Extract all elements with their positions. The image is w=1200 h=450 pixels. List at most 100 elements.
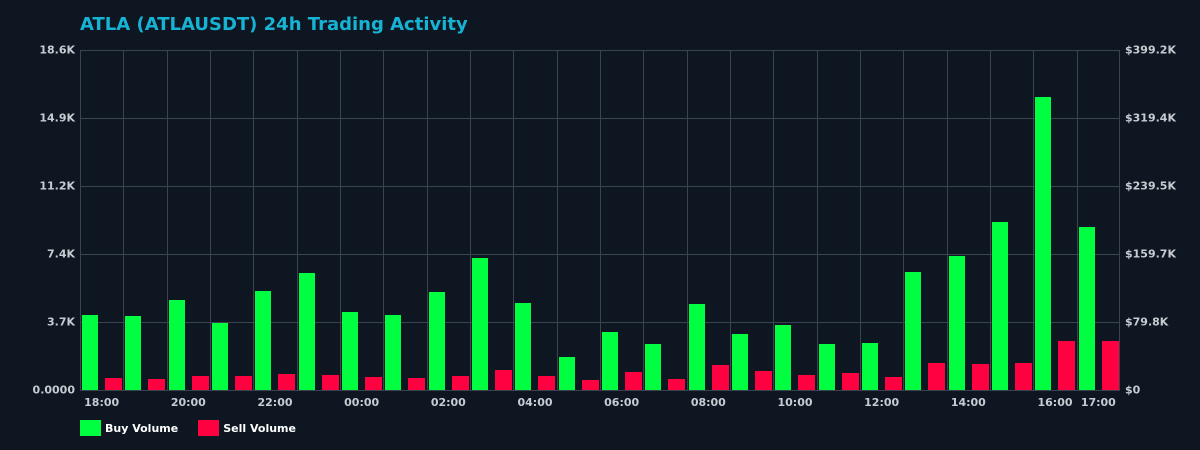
sell-volume-bar[interactable] <box>1102 341 1119 390</box>
x-axis-tick-label: 06:00 <box>604 396 640 409</box>
buy-volume-bar[interactable] <box>949 256 965 390</box>
sell-volume-bar[interactable] <box>582 380 599 390</box>
gridline-vertical <box>167 50 168 390</box>
sell-volume-bar[interactable] <box>365 377 382 390</box>
left-axis-tick-label: 14.9K <box>39 111 75 125</box>
right-axis-tick-label: $159.7K <box>1125 247 1176 261</box>
legend: Buy Volume Sell Volume <box>80 420 316 436</box>
gridline-vertical <box>427 50 428 390</box>
sell-volume-swatch <box>198 420 220 436</box>
sell-volume-bar[interactable] <box>192 376 209 390</box>
gridline-vertical <box>1077 50 1078 390</box>
sell-volume-bar[interactable] <box>105 378 122 390</box>
buy-volume-bar[interactable] <box>472 258 488 390</box>
buy-volume-bar[interactable] <box>819 344 835 390</box>
sell-volume-bar[interactable] <box>798 375 815 390</box>
buy-volume-bar[interactable] <box>689 304 705 390</box>
gridline-vertical <box>687 50 688 390</box>
buy-volume-bar[interactable] <box>429 292 445 390</box>
buy-volume-bar[interactable] <box>125 316 141 390</box>
right-axis-tick-label: $0 <box>1125 383 1141 397</box>
plot-area <box>80 50 1120 391</box>
chart-title: ATLA (ATLAUSDT) 24h Trading Activity <box>80 14 468 35</box>
sell-volume-bar[interactable] <box>452 376 469 390</box>
buy-volume-bar[interactable] <box>732 334 748 390</box>
buy-volume-bar[interactable] <box>1035 97 1051 390</box>
sell-volume-bar[interactable] <box>928 363 945 390</box>
sell-volume-bar[interactable] <box>842 373 859 390</box>
buy-volume-bar[interactable] <box>299 273 315 390</box>
gridline-vertical <box>557 50 558 390</box>
x-axis-tick-label: 20:00 <box>170 396 206 409</box>
buy-volume-swatch <box>80 420 101 436</box>
gridline-vertical <box>947 50 948 390</box>
sell-volume-bar[interactable] <box>322 375 339 390</box>
gridline-vertical <box>817 50 818 390</box>
x-axis-tick-label: 12:00 <box>864 396 900 409</box>
buy-volume-bar[interactable] <box>169 300 185 390</box>
x-axis-tick-label: 02:00 <box>430 396 466 409</box>
gridline-vertical <box>210 50 211 390</box>
x-axis-tick-label: 10:00 <box>777 396 813 409</box>
buy-volume-bar[interactable] <box>255 291 271 390</box>
buy-volume-bar[interactable] <box>385 315 401 390</box>
sell-volume-bar[interactable] <box>148 379 165 390</box>
gridline-vertical <box>123 50 124 390</box>
sell-volume-bar[interactable] <box>668 379 685 390</box>
gridline-vertical <box>513 50 514 390</box>
x-axis-tick-label: 14:00 <box>950 396 986 409</box>
buy-volume-bar[interactable] <box>775 325 791 390</box>
buy-volume-bar[interactable] <box>602 332 618 390</box>
x-axis-tick-label: 22:00 <box>257 396 293 409</box>
sell-volume-bar[interactable] <box>625 372 642 390</box>
sell-volume-bar[interactable] <box>885 377 902 390</box>
sell-volume-bar[interactable] <box>538 376 555 390</box>
x-axis-tick-label: 04:00 <box>517 396 553 409</box>
buy-volume-bar[interactable] <box>342 312 358 390</box>
sell-volume-bar[interactable] <box>972 364 989 390</box>
gridline-vertical <box>600 50 601 390</box>
buy-volume-bar[interactable] <box>905 272 921 390</box>
gridline-vertical <box>773 50 774 390</box>
gridline-vertical <box>253 50 254 390</box>
buy-volume-bar[interactable] <box>862 343 878 390</box>
buy-volume-bar[interactable] <box>645 344 661 390</box>
sell-volume-bar[interactable] <box>712 365 729 390</box>
buy-volume-bar[interactable] <box>82 315 98 390</box>
right-axis-tick-label: $239.5K <box>1125 179 1176 193</box>
gridline-vertical <box>1033 50 1034 390</box>
gridline-vertical <box>340 50 341 390</box>
sell-volume-bar[interactable] <box>235 376 252 390</box>
buy-volume-bar[interactable] <box>559 357 575 390</box>
sell-volume-bar[interactable] <box>495 370 512 390</box>
legend-item-sell-volume[interactable]: Sell Volume <box>198 420 296 436</box>
plot-border-right <box>1119 50 1120 390</box>
buy-volume-bar[interactable] <box>515 303 531 390</box>
x-axis-tick-label: 17:00 <box>1080 396 1116 409</box>
sell-volume-bar[interactable] <box>278 374 295 390</box>
left-axis-tick-label: 3.7K <box>46 315 75 329</box>
buy-volume-bar[interactable] <box>992 222 1008 390</box>
left-axis-tick-label: 11.2K <box>39 179 75 193</box>
gridline-vertical <box>903 50 904 390</box>
buy-volume-bar[interactable] <box>1079 227 1095 390</box>
left-axis-tick-label: 18.6K <box>39 43 75 57</box>
sell-volume-bar[interactable] <box>755 371 772 390</box>
left-axis-tick-label: 7.4K <box>46 247 75 261</box>
gridline-vertical <box>860 50 861 390</box>
sell-volume-bar[interactable] <box>408 378 425 390</box>
legend-item-buy-volume[interactable]: Buy Volume <box>80 420 178 436</box>
x-axis-tick-label: 16:00 <box>1037 396 1073 409</box>
sell-volume-bar[interactable] <box>1015 363 1032 390</box>
right-axis-tick-label: $399.2K <box>1125 43 1176 57</box>
gridline-vertical <box>297 50 298 390</box>
sell-volume-bar[interactable] <box>1058 341 1075 390</box>
gridline-vertical <box>80 50 81 390</box>
x-axis-tick-label: 00:00 <box>344 396 380 409</box>
right-axis-tick-label: $79.8K <box>1125 315 1169 329</box>
buy-volume-bar[interactable] <box>212 323 228 390</box>
x-axis-tick-label: 18:00 <box>84 396 120 409</box>
gridline-vertical <box>383 50 384 390</box>
legend-label: Sell Volume <box>223 421 296 435</box>
x-axis-tick-label: 08:00 <box>690 396 726 409</box>
